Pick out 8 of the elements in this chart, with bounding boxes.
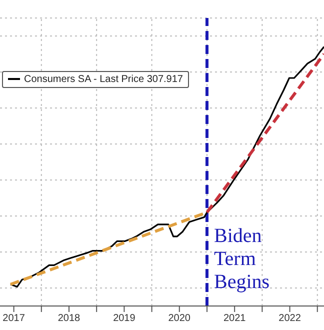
x-tick-label: 2020	[168, 313, 191, 324]
x-tick-label: 2021	[223, 313, 246, 324]
x-tick-label: 2019	[113, 313, 136, 324]
legend-label: Consumers SA - Last Price 307.917	[24, 74, 183, 84]
ref-line-label: Biden Term Begins	[214, 225, 270, 293]
x-tick-label: 2018	[58, 313, 81, 324]
x-tick-label: 2022	[278, 313, 302, 324]
x-tick-label: 2017	[2, 313, 26, 324]
